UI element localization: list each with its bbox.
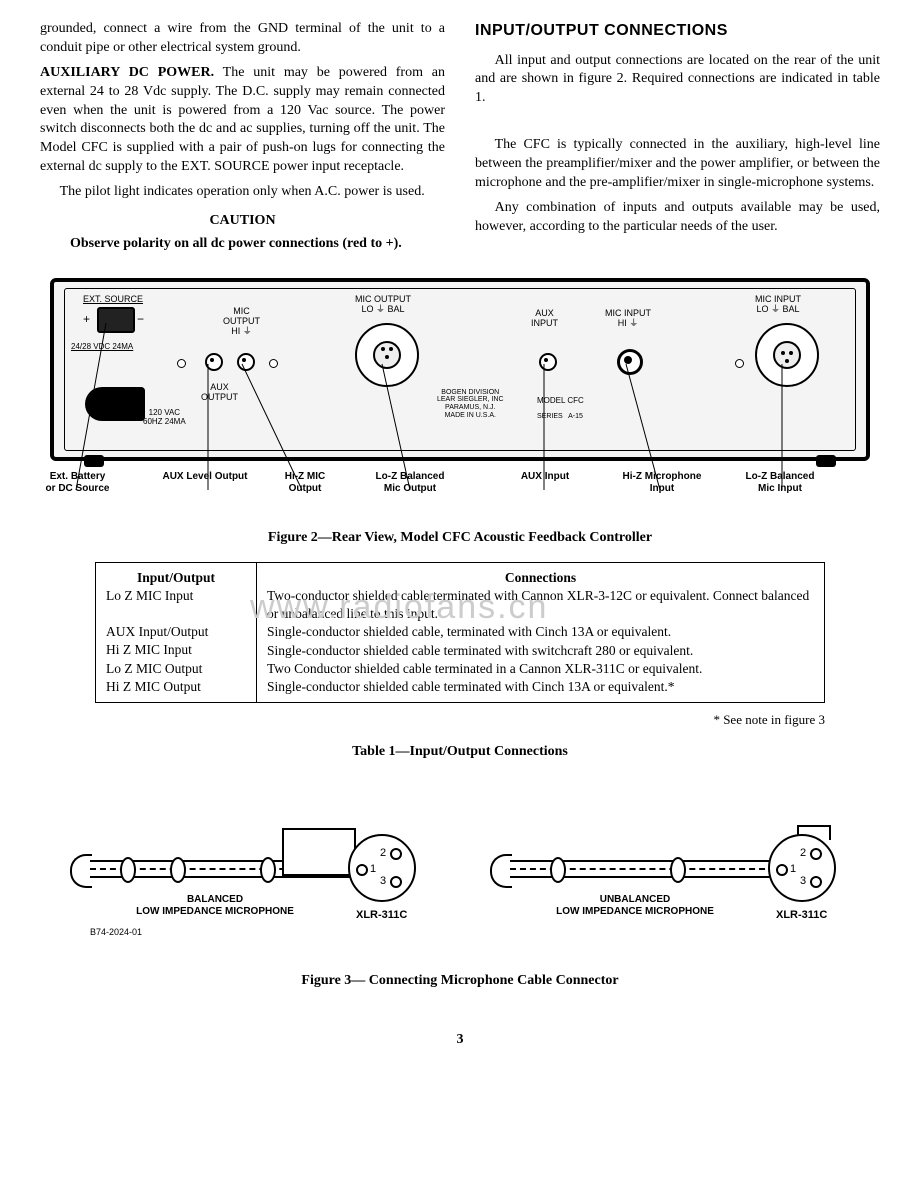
label-manufacturer: BOGEN DIVISION LEAR SIEGLER, INC PARAMUS… <box>437 389 504 420</box>
screw-icon <box>269 359 278 368</box>
mic-input-lo-xlr <box>755 323 819 387</box>
callout-hiz-mic-output: Hi-Z MIC Output <box>270 471 340 495</box>
connector-body-icon <box>282 828 356 876</box>
xlr-connector-icon: 1 2 3 <box>348 834 416 902</box>
table-1: Input/Output Lo Z MIC Input AUX Input/Ou… <box>95 562 825 704</box>
screw-icon <box>177 359 186 368</box>
callout-aux-output: AUX Level Output <box>150 471 260 483</box>
table-1-col1: Input/Output Lo Z MIC Input AUX Input/Ou… <box>96 563 257 703</box>
paragraph-pilot: The pilot light indicates operation only… <box>40 183 445 202</box>
shield-loop-icon <box>120 857 136 883</box>
table-1-caption: Table 1—Input/Output Connections <box>40 743 880 762</box>
shield-loop-icon <box>260 857 276 883</box>
table-1-col2-heading: Connections <box>267 569 814 587</box>
label-xlr-right: XLR-311C <box>776 908 827 923</box>
part-number: B74-2024-01 <box>90 926 142 938</box>
mic-output-hi-jack <box>237 353 255 371</box>
paragraph-gnd: grounded, connect a wire from the GND te… <box>40 20 445 58</box>
label-minus: − <box>137 313 144 326</box>
rear-panel-frame: EXT. SOURCE + − 24/28 VDC 24MA 120 VAC 6… <box>50 278 870 461</box>
table-row-conn: Two-conductor shielded cable terminated … <box>267 587 814 623</box>
figure-2: EXT. SOURCE + − 24/28 VDC 24MA 120 VAC 6… <box>40 278 880 501</box>
ext-source-receptacle <box>97 307 135 333</box>
callout-aux-input: AUX Input <box>510 471 580 483</box>
table-row-conn: Single-conductor shielded cable terminat… <box>267 642 814 660</box>
label-vdc: 24/28 VDC 24MA <box>71 343 133 352</box>
table-row-conn: Single-conductor shielded cable terminat… <box>267 678 814 696</box>
table-row-io: Hi Z MIC Output <box>106 678 246 696</box>
callout-labels-row: Ext. Battery or DC Source AUX Level Outp… <box>40 471 880 501</box>
callout-loz-mic-output: Lo-Z Balanced Mic Output <box>360 471 460 495</box>
label-mic-input-hi: MIC INPUT HI ⏚ <box>605 309 651 329</box>
aux-input-jack <box>539 353 557 371</box>
callout-loz-mic-input: Lo-Z Balanced Mic Input <box>730 471 830 495</box>
callout-ext-battery: Ext. Battery or DC Source <box>30 471 125 495</box>
label-mic-output-hi: MIC OUTPUT HI ⏚ <box>223 307 260 337</box>
mic-output-lo-xlr <box>355 323 419 387</box>
caution-body: Observe polarity on all dc power connect… <box>40 235 445 254</box>
xlr-connector-icon: 1 2 3 <box>768 834 836 902</box>
table-1-col1-heading: Input/Output <box>106 569 246 587</box>
table-1-footnote: * See note in figure 3 <box>40 711 825 729</box>
io-connections-heading: INPUT/OUTPUT CONNECTIONS <box>475 20 880 42</box>
paragraph-io-1: All input and output connections are loc… <box>475 52 880 109</box>
shield-loop-icon <box>670 857 686 883</box>
label-plus: + <box>83 313 90 326</box>
label-balanced-mic: BALANCED LOW IMPEDANCE MICROPHONE <box>130 894 300 918</box>
label-ac: 120 VAC 60HZ 24MA <box>143 409 186 427</box>
figure-3-caption: Figure 3— Connecting Microphone Cable Co… <box>40 972 880 991</box>
label-mic-output-lo: MIC OUTPUT LO ⏚ BAL <box>355 295 411 315</box>
label-model: MODEL CFC <box>537 397 584 406</box>
wiring-unbalanced: 1 2 3 UNBALANCED LOW IMPEDANCE MICROPHON… <box>490 822 850 942</box>
shield-loop-icon <box>170 857 186 883</box>
label-unbalanced-mic: UNBALANCED LOW IMPEDANCE MICROPHONE <box>550 894 720 918</box>
label-ext-source: EXT. SOURCE <box>83 295 143 305</box>
mic-input-hi-jack <box>617 349 643 375</box>
label-aux-input: AUX INPUT <box>531 309 558 329</box>
panel-foot <box>816 455 836 467</box>
callout-hiz-mic-input: Hi-Z Microphone Input <box>602 471 722 495</box>
aux-power-body: The unit may be powered from an external… <box>40 65 445 174</box>
caution-heading: CAUTION <box>40 212 445 231</box>
screw-icon <box>735 359 744 368</box>
table-1-col2: Connections Two-conductor shielded cable… <box>257 563 824 703</box>
figure-3: 1 2 3 BALANCED LOW IMPEDANCE MICROPHONE … <box>40 822 880 942</box>
page-number: 3 <box>40 1031 880 1050</box>
wiring-balanced: 1 2 3 BALANCED LOW IMPEDANCE MICROPHONE … <box>70 822 430 942</box>
table-row-io: Lo Z MIC Output <box>106 660 246 678</box>
rear-panel-inner: EXT. SOURCE + − 24/28 VDC 24MA 120 VAC 6… <box>64 288 856 451</box>
label-mic-input-lo: MIC INPUT LO ⏚ BAL <box>755 295 801 315</box>
paragraph-aux-power: AUXILIARY DC POWER. The unit may be powe… <box>40 64 445 177</box>
label-series: SERIES A-15 <box>537 413 583 421</box>
label-xlr-left: XLR-311C <box>356 908 407 923</box>
aux-power-heading: AUXILIARY DC POWER. <box>40 65 214 80</box>
paragraph-io-3: Any combination of inputs and outputs av… <box>475 199 880 237</box>
table-row-io: AUX Input/Output <box>106 623 246 641</box>
paragraph-io-2: The CFC is typically connected in the au… <box>475 136 880 193</box>
table-row-io: Lo Z MIC Input <box>106 587 246 605</box>
aux-output-jack <box>205 353 223 371</box>
label-aux-output: AUX OUTPUT <box>201 383 238 403</box>
panel-foot <box>84 455 104 467</box>
power-cord <box>85 387 145 421</box>
mic-capsule-icon <box>70 854 92 888</box>
table-row-conn: Two Conductor shielded cable terminated … <box>267 660 814 678</box>
shield-loop-icon <box>550 857 566 883</box>
table-row-conn: Single-conductor shielded cable, termina… <box>267 623 814 641</box>
figure-2-caption: Figure 2—Rear View, Model CFC Acoustic F… <box>40 529 880 548</box>
mic-capsule-icon <box>490 854 512 888</box>
table-row-io: Hi Z MIC Input <box>106 641 246 659</box>
